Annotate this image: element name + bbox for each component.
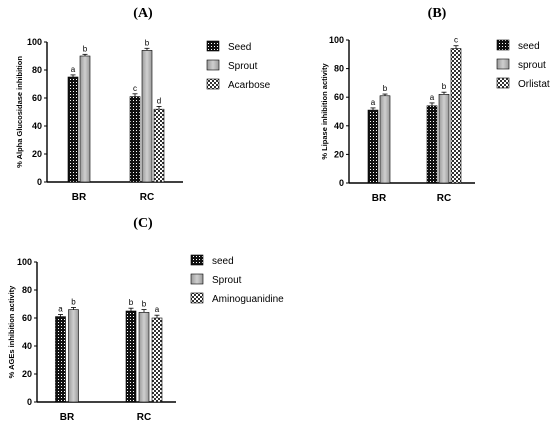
bar-seed-br	[67, 76, 79, 183]
panel-label: (B)	[428, 6, 447, 21]
x-category-label: RC	[140, 192, 154, 203]
bar-acarbose-rc	[153, 108, 165, 183]
significance-label: b	[442, 82, 447, 91]
legend-swatch-seed	[206, 40, 220, 52]
bar-seed-br	[55, 316, 66, 403]
x-category-label: BR	[60, 412, 75, 423]
y-tick-label: 80	[32, 65, 42, 75]
y-tick-label: 20	[22, 369, 32, 379]
legend-label-acarbose: Acarbose	[228, 80, 271, 91]
x-category-label: BR	[372, 193, 387, 204]
significance-label: b	[71, 298, 76, 307]
y-tick-label: 100	[329, 35, 344, 45]
chart-panel-2: (B) % Lipase inhibition activity 0 20 40 60 80…	[320, 6, 550, 204]
bar-sprout-rc	[138, 312, 150, 403]
legend-swatch-seed	[190, 254, 204, 266]
significance-label: b	[145, 38, 150, 47]
y-tick-label: 0	[27, 397, 32, 407]
legend-label-seed: seed	[212, 256, 234, 267]
legend-swatch-orlistat	[496, 77, 510, 89]
bar-seed-br	[367, 109, 379, 184]
y-tick-label: 60	[334, 92, 344, 102]
y-axis-label: % Alpha Glucosidase inhibition	[15, 56, 24, 168]
legend-swatch-sprout	[206, 59, 220, 71]
bar-sprout-rc	[141, 50, 153, 183]
legend-swatch-seed	[496, 39, 510, 51]
legend-label-sprout: Sprout	[212, 275, 242, 286]
significance-label: b	[383, 84, 388, 93]
y-tick-label: 80	[334, 64, 344, 74]
panel-label: (C)	[133, 216, 153, 231]
y-tick-label: 40	[22, 341, 32, 351]
significance-label: b	[83, 44, 88, 53]
significance-label: a	[430, 93, 435, 102]
legend-label-seed: Seed	[228, 42, 251, 53]
significance-label: d	[157, 96, 161, 105]
y-tick-label: 40	[32, 121, 42, 131]
significance-label: a	[155, 305, 160, 314]
x-category-label: RC	[437, 193, 451, 204]
y-tick-label: 100	[17, 257, 32, 267]
panel-label: (A)	[133, 6, 153, 21]
significance-label: b	[129, 298, 134, 307]
significance-label: b	[142, 300, 147, 309]
legend-label-aminoguanidine: Aminoguanidine	[212, 294, 284, 305]
legend-swatch-sprout	[496, 58, 510, 70]
x-category-label: BR	[72, 192, 87, 203]
y-tick-label: 80	[22, 285, 32, 295]
chart-panel-1: (A) % Alpha Glucosidase inhibition 0 20 40 60…	[15, 6, 271, 203]
y-tick-label: 40	[334, 121, 344, 131]
y-tick-label: 60	[32, 93, 42, 103]
legend-label-orlistat: Orlistat	[518, 79, 550, 90]
significance-label: c	[454, 36, 458, 45]
legend-label-sprout: sprout	[518, 60, 546, 71]
legend-swatch-sprout	[190, 273, 204, 285]
significance-label: a	[58, 305, 63, 314]
y-axis-label: % AGEs inhibition activity	[7, 285, 16, 378]
y-tick-label: 20	[32, 149, 42, 159]
y-tick-label: 20	[334, 149, 344, 159]
chart-panel-3: (C) % AGEs inhibition activity 0 20 40 60 80 10…	[7, 216, 284, 423]
y-tick-label: 100	[27, 37, 42, 47]
bar-sprout-br	[379, 95, 391, 184]
bar-sprout-rc	[438, 94, 450, 184]
y-tick-label: 0	[339, 178, 344, 188]
bar-aminoguanidine-rc	[151, 317, 163, 403]
legend-label-seed: seed	[518, 41, 540, 52]
significance-label: a	[71, 65, 76, 74]
bar-orlistat-rc	[450, 48, 462, 184]
bar-sprout-br	[68, 309, 79, 403]
legend-swatch-aminoguanidine	[190, 292, 204, 304]
legend-swatch-acarbose	[206, 78, 220, 90]
bar-seed-rc	[125, 310, 137, 403]
significance-label: a	[371, 98, 376, 107]
legend-label-sprout: Sprout	[228, 61, 258, 72]
y-axis-label: % Lipase inhibition activity	[320, 63, 329, 160]
bar-seed-rc	[129, 96, 141, 183]
x-category-label: RC	[137, 412, 151, 423]
y-tick-label: 60	[22, 313, 32, 323]
bar-sprout-br	[79, 55, 91, 183]
significance-label: c	[133, 84, 137, 93]
y-tick-label: 0	[37, 177, 42, 187]
bar-seed-rc	[426, 105, 438, 184]
